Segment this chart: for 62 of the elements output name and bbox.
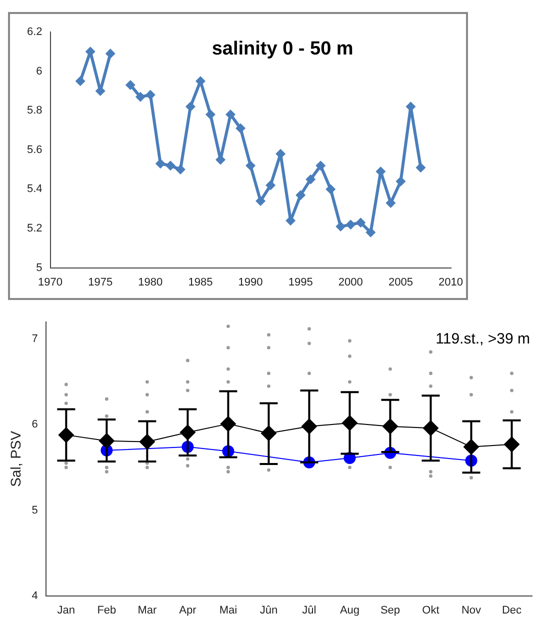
point: [185, 102, 196, 112]
y-tick-label: 4: [32, 590, 38, 602]
y-tick-label: 5.6: [26, 144, 42, 156]
point: [336, 222, 346, 232]
y-axis-title: Sal, PSV: [7, 430, 24, 487]
y-tick-label: 5: [32, 504, 38, 516]
point: [246, 160, 256, 171]
point: [205, 110, 216, 120]
point: [165, 160, 176, 171]
y-tick-label: 6.2: [26, 26, 42, 38]
point: [226, 110, 236, 120]
point: [105, 48, 116, 59]
x-tick-label: Jûn: [260, 604, 278, 616]
x-tick-label: 1995: [288, 276, 313, 288]
point: [386, 198, 396, 208]
x-tick-label: 1980: [138, 276, 163, 288]
point: [256, 196, 266, 206]
y-tick-label: 6: [32, 418, 38, 431]
x-tick-label: Jan: [57, 604, 76, 616]
point: [125, 80, 136, 90]
point: [155, 158, 166, 169]
point: [416, 162, 426, 173]
y-tick-label: 5: [36, 262, 42, 274]
x-tick-label: Apr: [179, 604, 197, 616]
x-tick-label: Nov: [461, 604, 482, 616]
y-tick-label: 5.2: [26, 222, 42, 235]
x-tick-label: 2000: [338, 276, 363, 288]
point: [236, 123, 246, 134]
point: [175, 164, 186, 175]
point: [346, 220, 356, 230]
y-tick-label: 6: [36, 65, 42, 78]
point: [135, 92, 146, 102]
point: [366, 227, 376, 238]
x-tick-label: 1985: [188, 276, 213, 288]
x-tick-label: 2005: [388, 276, 413, 288]
y-tick-label: 5.8: [26, 104, 42, 117]
point: [195, 76, 206, 86]
point: [266, 180, 276, 190]
y-tick-label: 7: [32, 333, 38, 346]
point: [75, 76, 86, 86]
point: [306, 174, 316, 184]
x-tick-label: Aug: [340, 604, 360, 616]
point: [356, 218, 366, 228]
x-tick-label: Mar: [138, 604, 157, 616]
point: [326, 184, 336, 194]
x-tick-label: Mai: [219, 604, 238, 616]
chart-title: salinity 0 - 50 m: [212, 38, 354, 60]
x-tick-label: Sep: [380, 604, 400, 616]
y-tick-label: 5.4: [26, 183, 42, 196]
annotation: 119.st., >39 m: [436, 330, 530, 348]
x-tick-label: 2010: [438, 276, 464, 288]
x-tick-label: Feb: [97, 604, 116, 616]
point: [296, 190, 306, 200]
x-tick-label: 1990: [238, 276, 263, 288]
x-tick-label: 1975: [88, 276, 113, 288]
point: [396, 176, 406, 186]
x-tick-label: Okt: [422, 604, 440, 616]
x-tick-label: 1970: [38, 276, 63, 288]
point: [145, 90, 156, 100]
point: [316, 160, 326, 171]
x-tick-label: Dec: [502, 604, 522, 616]
x-tick-label: Jûl: [302, 604, 316, 616]
